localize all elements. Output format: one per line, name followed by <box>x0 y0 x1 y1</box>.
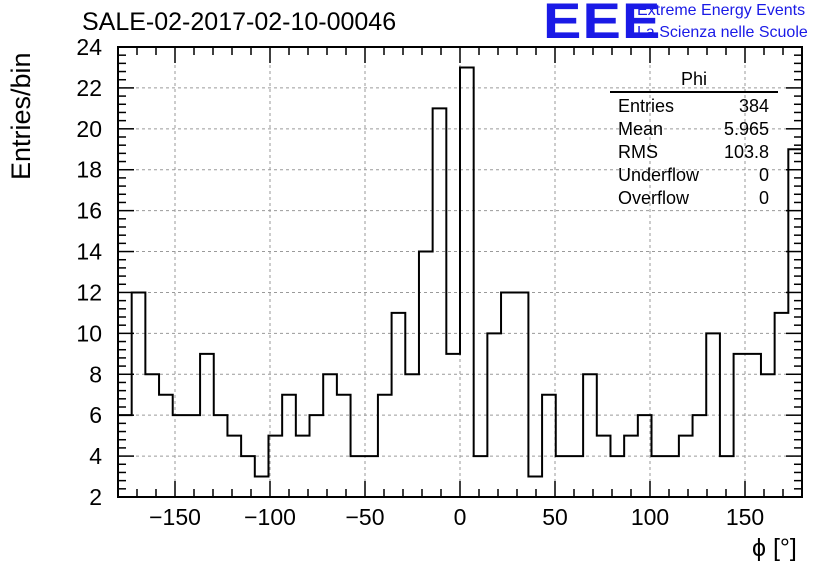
y-tick-label: 14 <box>76 239 102 265</box>
x-tick-label: −100 <box>244 504 296 530</box>
chart-title: SALE-02-2017-02-10-00046 <box>82 8 397 36</box>
x-tick-label: −50 <box>345 504 384 530</box>
y-tick-label: 12 <box>76 279 102 305</box>
y-tick-label: 20 <box>76 116 102 142</box>
y-tick-label: 18 <box>76 157 102 183</box>
stats-label: Overflow <box>618 188 690 208</box>
y-tick-label: 2 <box>89 484 102 510</box>
stats-label: Entries <box>618 96 675 116</box>
x-tick-label: 0 <box>454 504 467 530</box>
stats-box-title: Phi <box>610 68 778 93</box>
stats-label: Mean <box>618 119 664 139</box>
stats-value: 384 <box>738 96 769 116</box>
stats-box: Phi Entries 384 Mean 5.965 RMS 103.8 Und… <box>610 68 778 210</box>
stats-value: 0 <box>758 165 769 185</box>
y-tick-label: 16 <box>76 198 102 224</box>
stats-label: Underflow <box>618 165 700 185</box>
y-tick-label: 4 <box>89 443 102 469</box>
y-tick-label: 6 <box>89 402 102 428</box>
histogram-outline <box>118 66 802 478</box>
x-tick-label: 150 <box>726 504 764 530</box>
stats-row-mean: Mean 5.965 <box>610 118 778 141</box>
x-tick-label: −150 <box>149 504 201 530</box>
x-tick-label: 50 <box>542 504 568 530</box>
stats-row-overflow: Overflow 0 <box>610 187 778 210</box>
stats-value: 0 <box>758 188 769 208</box>
y-tick-label: 24 <box>76 34 102 60</box>
y-tick-label: 22 <box>76 75 102 101</box>
x-tick-label: 100 <box>631 504 669 530</box>
stats-label: RMS <box>618 142 658 162</box>
eee-logo: EEE <box>543 0 662 49</box>
logo-line-1: Extreme Energy Events <box>637 2 806 19</box>
stats-row-rms: RMS 103.8 <box>610 141 778 164</box>
y-tick-label: 10 <box>76 320 102 346</box>
x-axis-label: ϕ [°] <box>752 534 797 562</box>
logo-line-2: La Scienza nelle Scuole <box>637 24 808 41</box>
stats-row-underflow: Underflow 0 <box>610 164 778 187</box>
stats-value: 5.965 <box>723 119 769 139</box>
stats-value: 103.8 <box>723 142 769 162</box>
y-tick-label: 8 <box>89 361 102 387</box>
stats-row-entries: Entries 384 <box>610 95 778 118</box>
y-axis-label: Entries/bin <box>6 52 36 180</box>
